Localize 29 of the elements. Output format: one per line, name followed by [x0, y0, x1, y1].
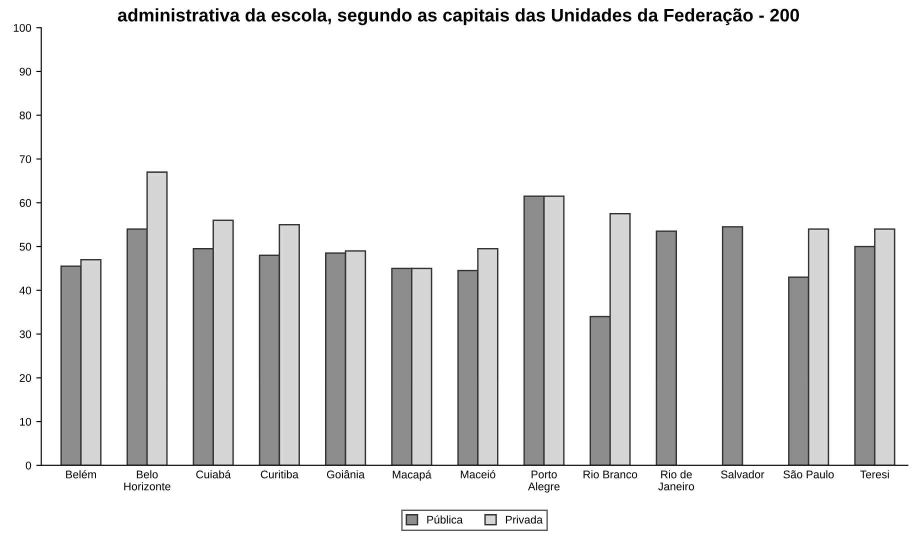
y-tick-label: 30: [20, 330, 32, 338]
x-tick-label: Porto Alegre: [528, 470, 560, 493]
y-tick-label: 90: [20, 68, 32, 76]
y-tick-label: 50: [20, 242, 32, 251]
legend-label: Privada: [506, 515, 543, 524]
bar: [722, 226, 744, 466]
x-tick-label: Belo Horizonte: [124, 470, 170, 490]
y-tick-label: 100: [14, 24, 32, 32]
y-tick-label: 60: [20, 199, 32, 207]
y-tick-label: 10: [20, 418, 32, 426]
x-tick-label: Goiânia: [326, 470, 365, 478]
x-tick-label: Curitiba: [260, 470, 299, 478]
x-tick-label: Maceió: [460, 470, 496, 478]
x-tick-label: Macapá: [392, 470, 432, 481]
x-tick-label: São Paulo: [783, 470, 834, 478]
bar: [656, 230, 677, 466]
x-tick-label: Belém: [66, 470, 96, 478]
chart-title: administrativa da escola, segundo as capitais das Unidades da Federação - 200: [118, 8, 799, 26]
y-tick-label: 40: [19, 286, 32, 294]
y-tick-label: 20: [20, 374, 32, 382]
x-tick-label: Salvador: [721, 470, 764, 478]
y-tick-label: 0: [26, 462, 32, 470]
y-tick-label: 70: [20, 155, 32, 164]
x-tick-label: Rio Branco: [584, 470, 638, 478]
y-tick-label: 80: [20, 112, 32, 120]
x-tick-label: Teresi: [860, 470, 889, 478]
x-tick-label: Cuiabá: [196, 470, 231, 478]
x-tick-label: Rio de Janeiro: [658, 470, 694, 490]
legend-label: Pública: [427, 515, 463, 524]
